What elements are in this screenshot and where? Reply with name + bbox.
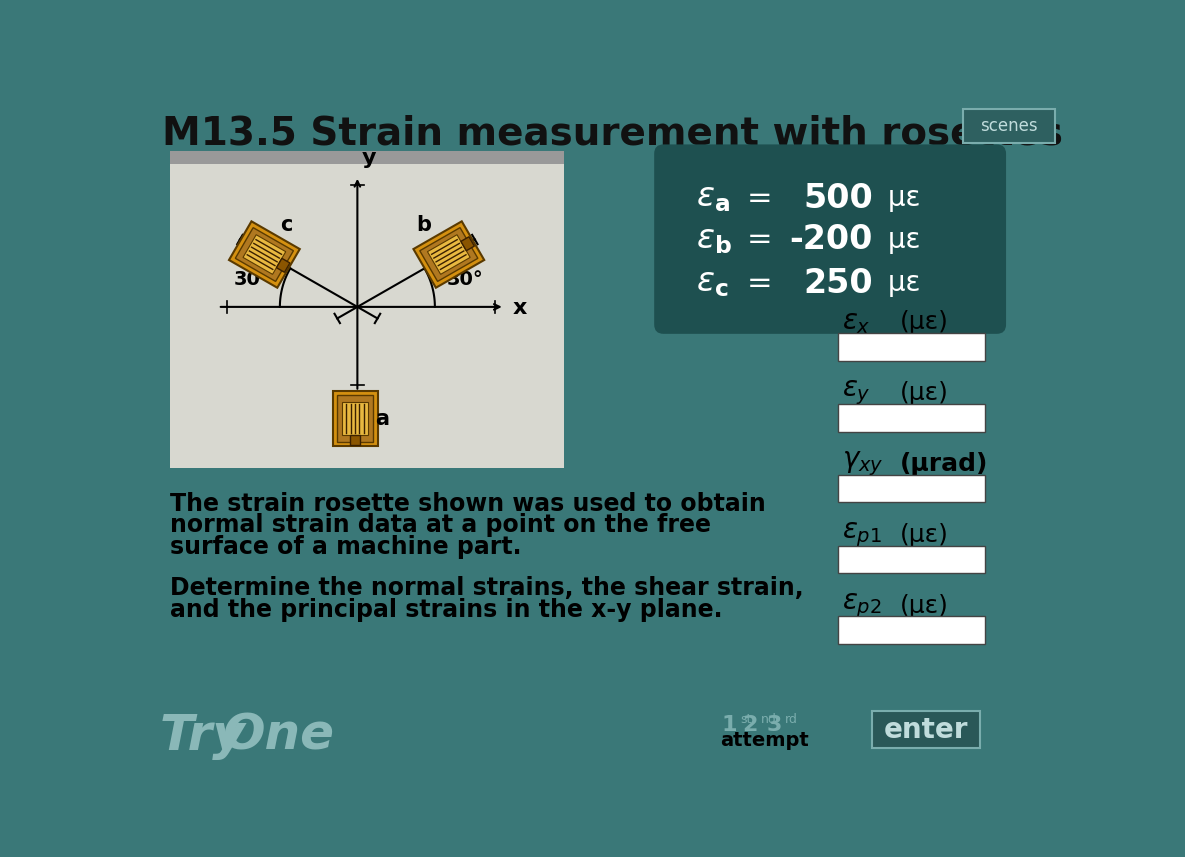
Text: 30°: 30° (447, 270, 483, 290)
Text: attempt: attempt (719, 731, 808, 750)
Polygon shape (414, 221, 485, 288)
FancyBboxPatch shape (654, 145, 1006, 334)
Text: $\varepsilon_{p1}$: $\varepsilon_{p1}$ (841, 520, 882, 549)
Text: y: y (363, 148, 377, 168)
Text: $\varepsilon_{p2}$: $\varepsilon_{p2}$ (841, 591, 882, 620)
Text: με: με (879, 184, 921, 213)
Polygon shape (236, 228, 294, 281)
Polygon shape (342, 402, 369, 435)
Text: με: με (879, 226, 921, 254)
Text: rd: rd (786, 713, 798, 726)
Text: x: x (512, 298, 527, 319)
Bar (838, 475, 985, 502)
Text: 500: 500 (803, 182, 872, 215)
Text: $\varepsilon_\mathbf{b}$: $\varepsilon_\mathbf{b}$ (696, 224, 732, 256)
Bar (838, 404, 985, 432)
Text: (με): (με) (899, 523, 949, 547)
Text: Try: Try (160, 712, 245, 760)
Text: Determine the normal strains, the shear strain,: Determine the normal strains, the shear … (169, 577, 803, 601)
Text: M13.5 Strain measurement with rosettes: M13.5 Strain measurement with rosettes (162, 115, 1063, 153)
FancyBboxPatch shape (872, 711, 980, 748)
Text: (μrad): (μrad) (899, 452, 988, 476)
Polygon shape (350, 435, 360, 445)
Polygon shape (338, 395, 373, 441)
Text: =: = (748, 225, 773, 255)
Polygon shape (333, 391, 378, 446)
Text: $\varepsilon_\mathbf{a}$: $\varepsilon_\mathbf{a}$ (696, 183, 730, 214)
Text: (με): (με) (899, 381, 949, 405)
Text: nd: nd (761, 713, 776, 726)
Bar (169, 165, 564, 468)
Text: -200: -200 (789, 224, 872, 256)
Text: (με): (με) (899, 594, 949, 618)
Text: με: με (879, 269, 921, 297)
Text: 1: 1 (722, 715, 737, 735)
Text: enter: enter (884, 716, 968, 744)
Text: $\varepsilon_x$: $\varepsilon_x$ (841, 309, 871, 336)
Polygon shape (243, 235, 286, 274)
Bar (838, 616, 985, 644)
Text: c: c (280, 215, 293, 236)
Polygon shape (276, 258, 290, 273)
FancyBboxPatch shape (963, 109, 1055, 143)
Text: =: = (748, 268, 773, 297)
Polygon shape (229, 221, 300, 288)
Polygon shape (428, 235, 470, 274)
Text: The strain rosette shown was used to obtain: The strain rosette shown was used to obt… (169, 492, 766, 516)
Text: One: One (222, 712, 334, 760)
Text: normal strain data at a point on the free: normal strain data at a point on the fre… (169, 513, 711, 537)
Text: 3: 3 (767, 715, 782, 735)
Text: $\varepsilon_\mathbf{c}$: $\varepsilon_\mathbf{c}$ (696, 267, 729, 299)
Text: 2: 2 (742, 715, 757, 735)
Text: b: b (416, 215, 431, 236)
Text: 30°: 30° (233, 270, 270, 290)
Text: st: st (741, 713, 751, 726)
Polygon shape (419, 228, 478, 281)
Text: surface of a machine part.: surface of a machine part. (169, 535, 521, 559)
Bar (838, 333, 985, 361)
Text: $\gamma_{xy}$: $\gamma_{xy}$ (841, 450, 884, 478)
Text: scenes: scenes (980, 117, 1038, 135)
Text: =: = (748, 183, 773, 213)
Text: (με): (με) (899, 310, 949, 334)
Bar (838, 546, 985, 573)
Text: a: a (376, 409, 389, 428)
Text: and the principal strains in the x-y plane.: and the principal strains in the x-y pla… (169, 598, 723, 622)
Bar (169, 151, 564, 165)
Text: 250: 250 (803, 267, 872, 299)
Text: $\varepsilon_y$: $\varepsilon_y$ (841, 379, 871, 407)
Polygon shape (461, 237, 474, 251)
